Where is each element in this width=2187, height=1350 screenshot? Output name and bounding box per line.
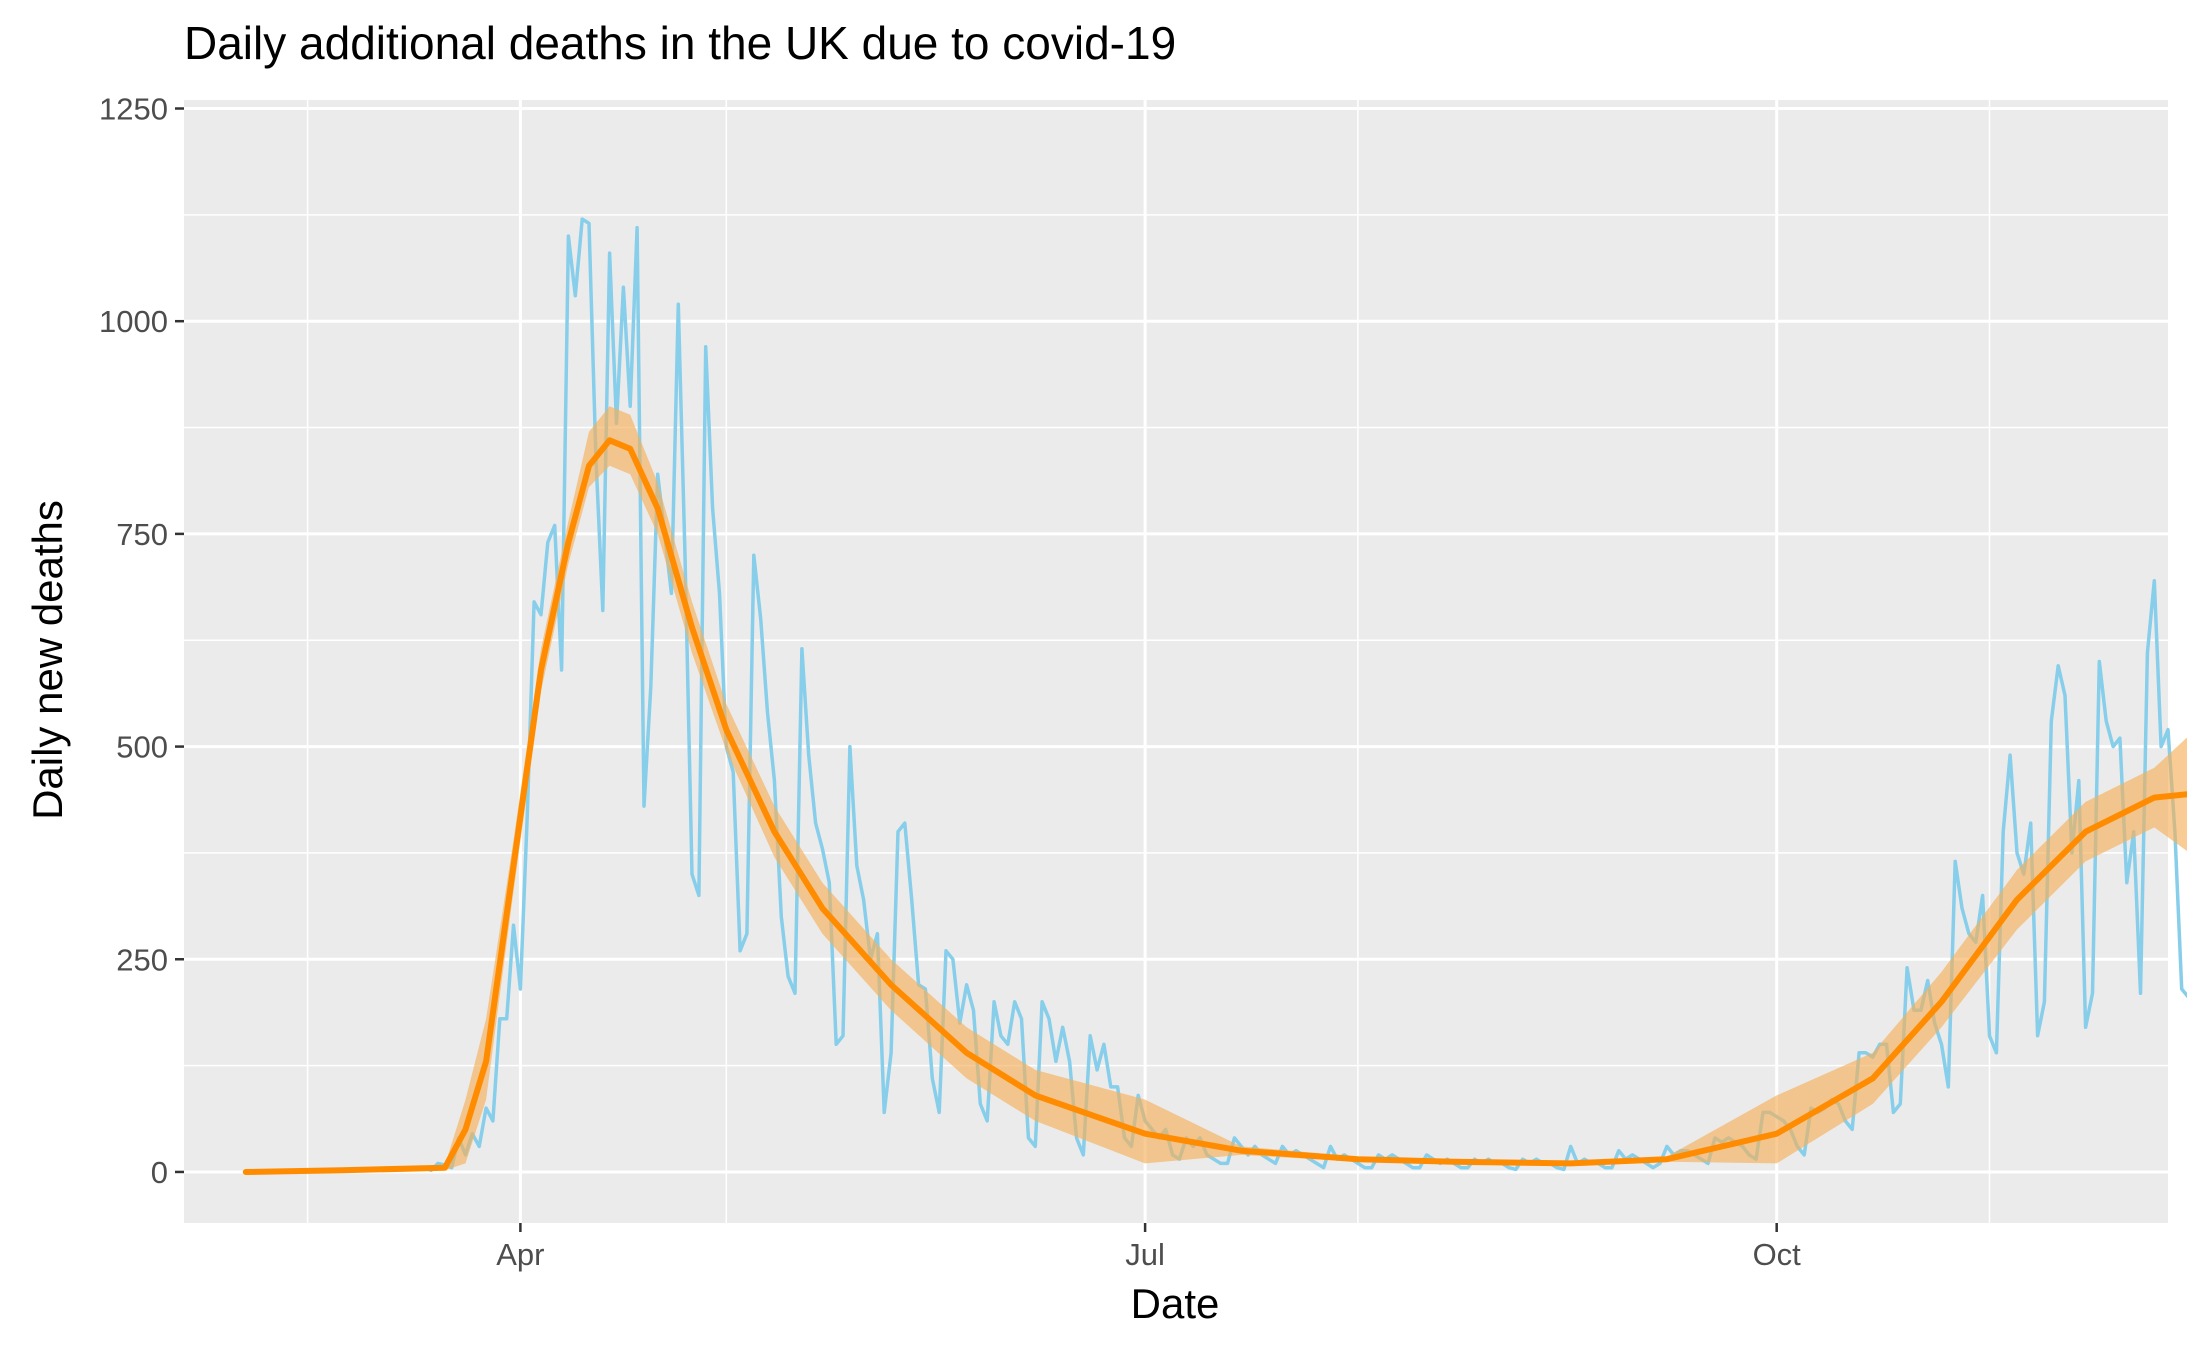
x-tick-label: Jul [1125, 1237, 1165, 1272]
x-axis-label: Date [1130, 1280, 1220, 1327]
x-tick-label: Oct [1753, 1237, 1802, 1272]
series-line-daily-deaths [293, 217, 2187, 1174]
chart-title: Daily additional deaths in the UK due to… [184, 17, 1177, 69]
y-tick-label: 1250 [99, 92, 168, 127]
series-line-smoothed-trend [242, 437, 2187, 1175]
y-tick-label: 500 [116, 730, 168, 765]
plot-panel [184, 100, 2168, 1223]
x-tick-label: Apr [496, 1237, 544, 1272]
y-tick-label: 250 [116, 942, 168, 977]
y-tick-label: 1000 [99, 304, 168, 339]
y-tick-label: 0 [151, 1155, 168, 1190]
y-tick-label: 750 [116, 517, 168, 552]
